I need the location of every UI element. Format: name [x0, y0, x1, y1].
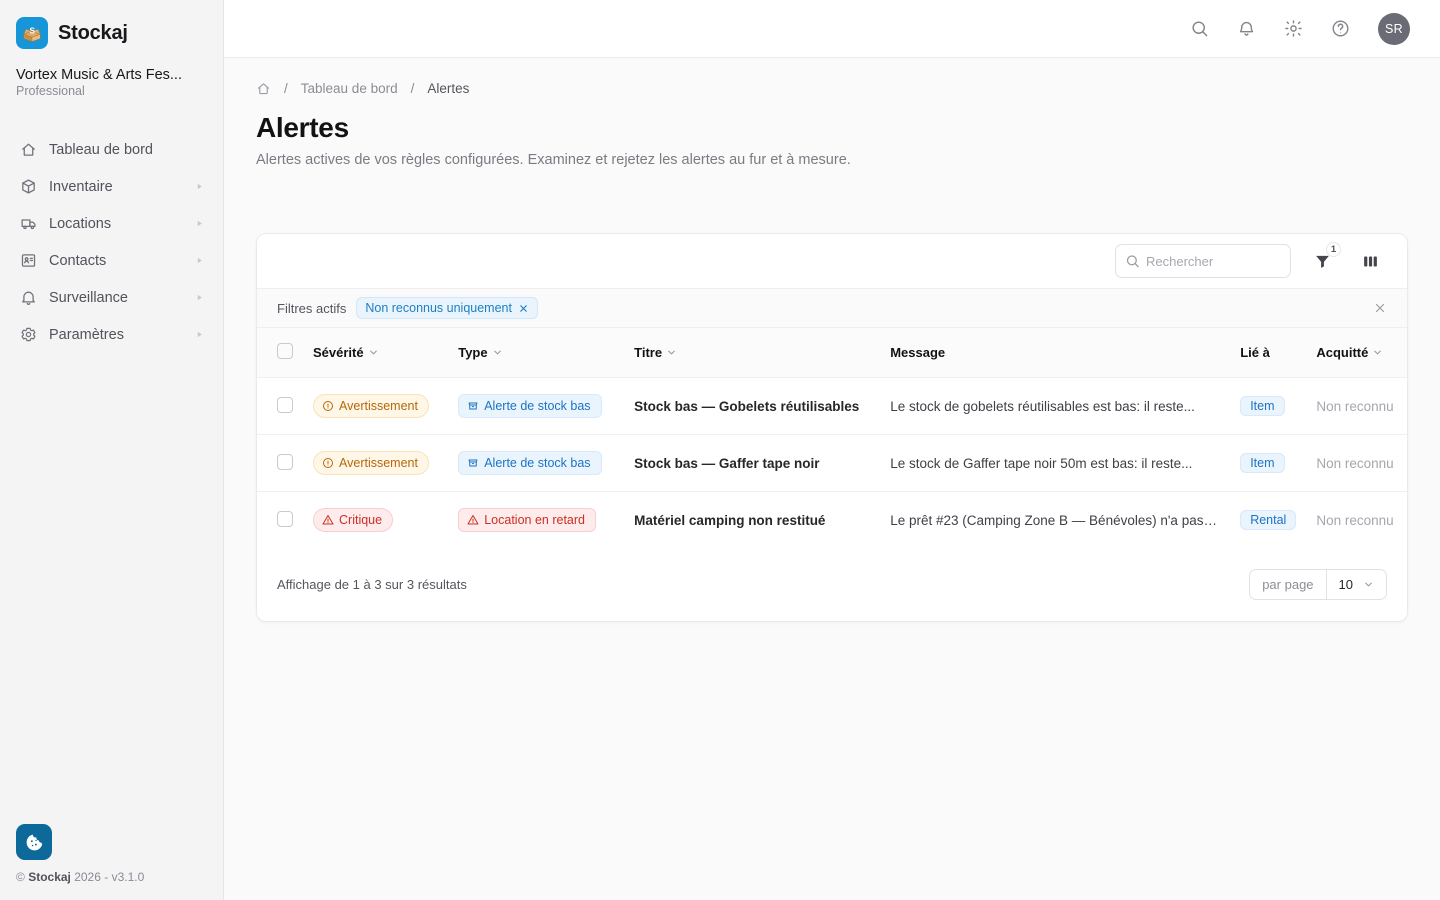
svg-text:S: S: [30, 26, 36, 35]
